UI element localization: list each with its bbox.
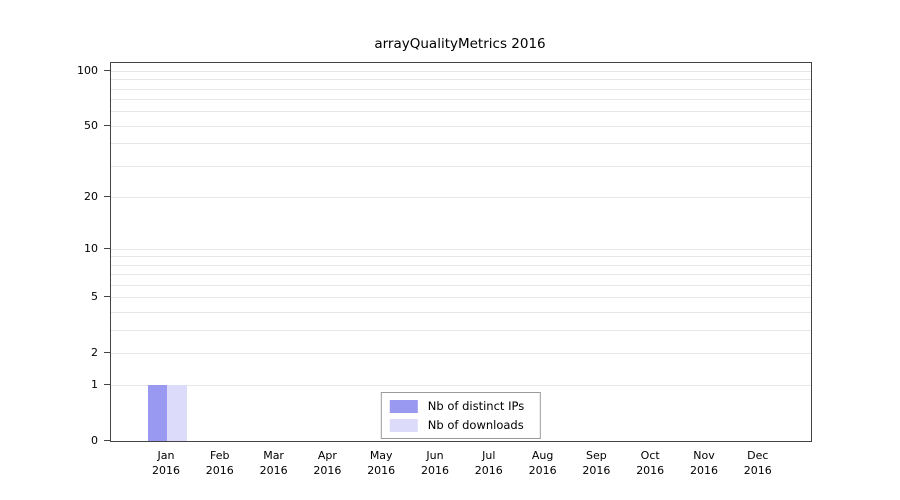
gridline	[111, 125, 811, 127]
gridline	[111, 88, 811, 90]
gridline	[111, 385, 811, 387]
x-tick-label-may: May 2016	[367, 449, 396, 477]
x-tick-label-dec: Dec 2016	[743, 449, 772, 477]
x-tick-label-feb: Feb 2016	[205, 449, 234, 477]
y-tick-mark	[104, 351, 110, 353]
gridline	[111, 329, 811, 331]
gridline	[111, 352, 811, 354]
x-tick-label-jun: Jun 2016	[421, 449, 449, 477]
x-tick-label-mar: Mar 2016	[259, 449, 288, 477]
y-tick-label: 0	[91, 434, 98, 447]
bar-jan-s1	[167, 385, 187, 441]
y-tick-label: 50	[84, 118, 98, 132]
y-tick-mark	[104, 124, 110, 126]
gridline	[111, 99, 811, 101]
x-tick-label-jan: Jan 2016	[152, 449, 180, 477]
y-tick-mark	[104, 195, 110, 197]
legend-label-distinct-ips: Nb of distinct IPs	[427, 399, 525, 413]
y-tick-label: 100	[77, 64, 98, 77]
x-tick-label-jul: Jul 2016	[474, 449, 503, 477]
y-tick-label: 5	[91, 290, 98, 304]
gridline	[111, 264, 811, 266]
y-tick-mark	[104, 296, 110, 298]
gridline	[111, 143, 811, 145]
x-tick-label-oct: Oct 2016	[636, 449, 665, 477]
y-tick-label: 20	[84, 189, 98, 203]
legend-item-distinct-ips: Nb of distinct IPs	[389, 399, 525, 413]
gridline	[111, 71, 811, 72]
y-tick-mark	[104, 440, 110, 441]
x-tick-label-nov: Nov 2016	[690, 449, 718, 477]
x-tick-label-apr: Apr 2016	[313, 449, 342, 477]
y-tick-label: 1	[91, 378, 98, 392]
gridline	[111, 196, 811, 198]
y-tick-mark	[104, 384, 110, 386]
gridline	[111, 297, 811, 299]
gridline	[111, 248, 811, 250]
y-tick-mark	[104, 70, 110, 71]
legend: Nb of distinct IPs Nb of downloads	[380, 392, 542, 439]
legend-swatch-distinct-ips	[389, 399, 418, 413]
legend-item-downloads: Nb of downloads	[389, 418, 524, 432]
y-tick-label: 10	[84, 241, 98, 255]
x-tick-label-aug: Aug 2016	[528, 449, 557, 477]
gridline	[111, 274, 811, 276]
legend-swatch-downloads	[389, 418, 418, 432]
gridline	[111, 165, 811, 167]
bar-jan-s0	[147, 385, 167, 441]
chart-title: arrayQualityMetrics 2016	[374, 36, 546, 52]
legend-label-downloads: Nb of downloads	[427, 418, 524, 432]
gridline	[111, 79, 811, 81]
gridline	[111, 256, 811, 258]
gridline	[111, 111, 811, 113]
gridline	[111, 312, 811, 313]
y-tick-label: 2	[91, 345, 98, 359]
plot-area: Nb of distinct IPs Nb of downloads	[110, 62, 812, 442]
x-tick-label-sep: Sep 2016	[582, 449, 611, 477]
gridline	[111, 285, 811, 286]
y-tick-mark	[104, 247, 110, 249]
